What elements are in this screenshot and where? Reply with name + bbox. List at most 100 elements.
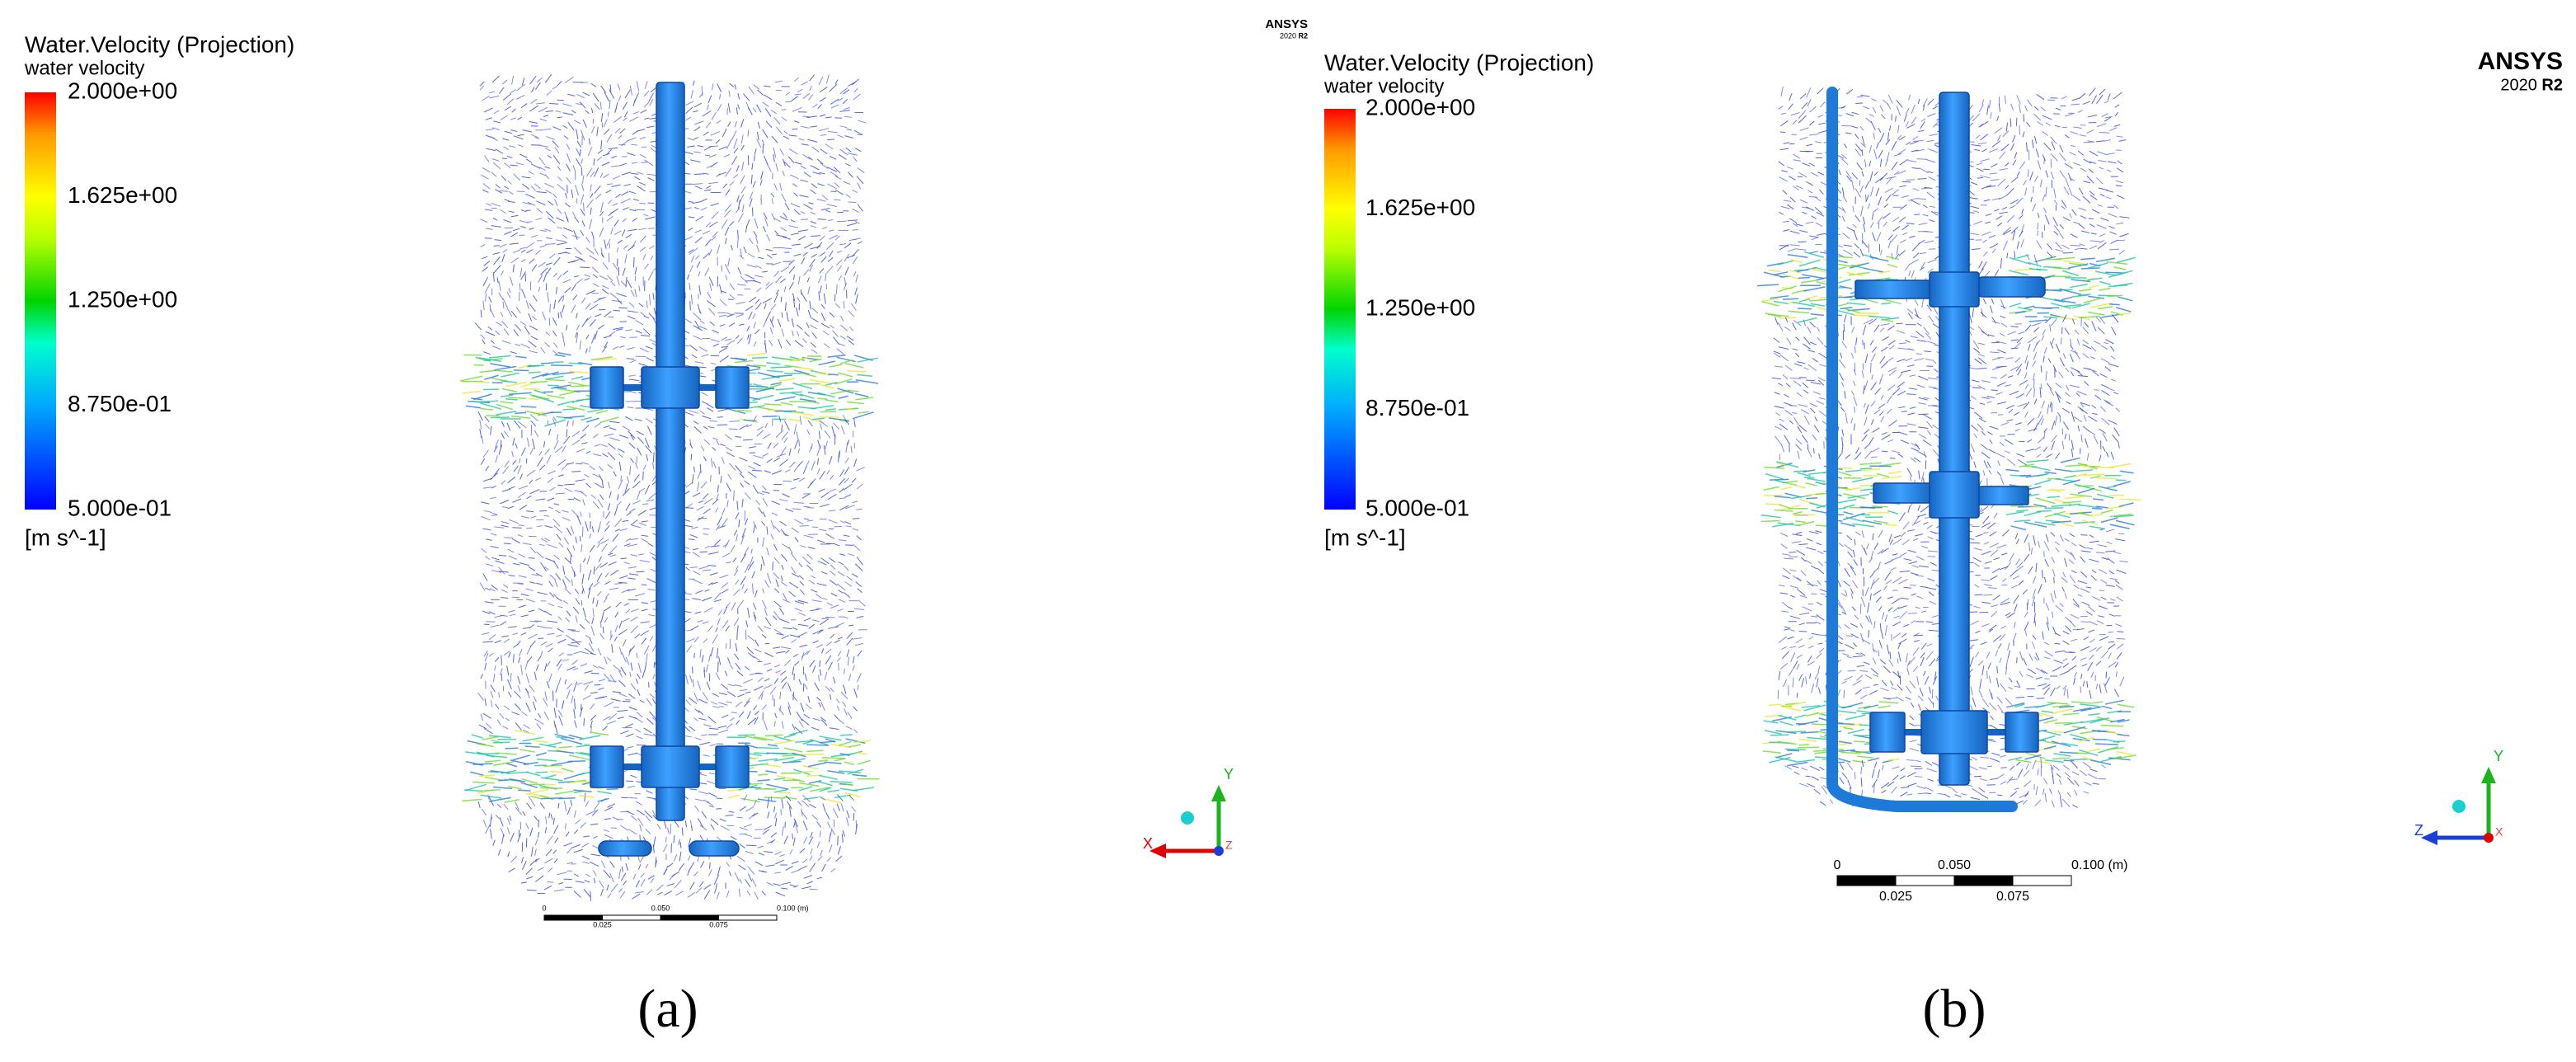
vector — [844, 521, 852, 525]
vector — [1807, 99, 1812, 107]
vector — [549, 486, 556, 491]
vector — [767, 254, 773, 259]
vector — [500, 312, 504, 317]
vector — [554, 733, 575, 740]
vector — [820, 312, 826, 322]
vector — [743, 419, 757, 422]
vector — [1981, 330, 1990, 337]
vector — [703, 498, 713, 505]
vector — [757, 625, 764, 632]
vector — [737, 267, 742, 275]
vector — [1781, 286, 1793, 289]
vector — [753, 799, 757, 806]
vector — [2010, 199, 2019, 204]
vector — [491, 557, 500, 561]
vector — [616, 818, 624, 820]
vector — [845, 544, 853, 546]
vector — [733, 617, 740, 627]
vector — [708, 276, 714, 286]
vector — [509, 519, 519, 524]
vector — [2054, 298, 2076, 304]
vector — [809, 258, 816, 268]
vector — [535, 771, 548, 773]
vector — [600, 113, 604, 122]
vector — [809, 324, 818, 330]
vector — [780, 670, 787, 676]
vector — [834, 622, 844, 627]
vector — [639, 247, 646, 252]
vector — [775, 891, 786, 897]
vector — [600, 538, 609, 544]
vector — [2059, 153, 2066, 162]
vector — [545, 189, 552, 195]
vector — [839, 477, 845, 486]
vector — [1968, 197, 1978, 200]
vector — [488, 634, 496, 641]
vector — [525, 703, 531, 712]
vector — [855, 581, 862, 587]
vector — [518, 789, 531, 792]
vector — [723, 606, 728, 614]
vector — [621, 172, 632, 176]
vector — [496, 277, 499, 284]
vector — [2059, 170, 2066, 178]
vector — [528, 566, 536, 571]
vector — [836, 250, 843, 253]
vector — [585, 521, 589, 532]
vector — [625, 862, 628, 871]
vector — [1797, 308, 1812, 310]
vector — [548, 812, 551, 819]
vector — [2036, 268, 2048, 271]
vector — [2119, 312, 2131, 315]
vector — [839, 148, 848, 156]
vector — [517, 640, 521, 646]
vector — [610, 698, 621, 702]
vector — [791, 411, 814, 416]
vector — [581, 573, 585, 585]
vector — [700, 481, 707, 489]
vector — [594, 167, 599, 177]
vector — [635, 752, 642, 756]
vector — [512, 754, 531, 761]
vector — [1792, 322, 1797, 331]
vector — [701, 596, 712, 602]
vector — [846, 817, 849, 827]
vector — [838, 153, 847, 160]
vector — [547, 267, 552, 274]
vector — [537, 656, 542, 662]
vector — [1787, 247, 1797, 252]
vector — [1914, 214, 1920, 216]
vector — [515, 443, 518, 449]
vector — [546, 90, 552, 96]
vector — [562, 103, 572, 107]
vector — [622, 519, 629, 522]
vector — [490, 308, 496, 318]
vector — [830, 98, 839, 105]
vector — [591, 334, 596, 344]
vector — [630, 616, 638, 622]
vector — [717, 485, 719, 493]
vector — [625, 609, 631, 614]
vector — [834, 181, 839, 188]
vector — [578, 361, 593, 366]
vector — [792, 833, 793, 839]
vector — [804, 331, 810, 337]
vector — [640, 312, 646, 317]
vector — [736, 500, 739, 510]
vector — [484, 237, 492, 239]
vector — [594, 185, 601, 194]
vector — [2071, 279, 2091, 283]
vector — [725, 602, 731, 609]
vector — [836, 220, 847, 223]
vector — [1870, 353, 1876, 362]
vector — [1879, 158, 1883, 167]
vector — [810, 165, 820, 171]
vector — [811, 183, 818, 189]
vector — [637, 673, 641, 679]
vector — [501, 674, 503, 681]
vector — [504, 798, 519, 803]
vector — [691, 354, 698, 359]
vector — [808, 202, 814, 204]
vector — [688, 697, 698, 704]
vector — [539, 464, 546, 471]
